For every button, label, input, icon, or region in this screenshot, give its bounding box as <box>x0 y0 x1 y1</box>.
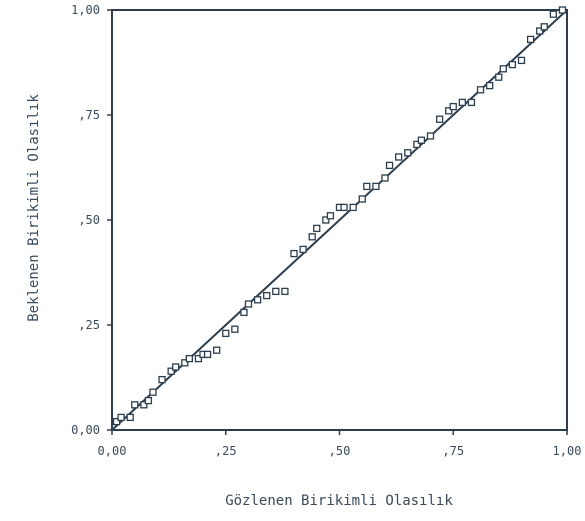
data-point <box>536 27 544 35</box>
data-point <box>517 56 526 65</box>
data-point <box>308 233 316 241</box>
data-point <box>290 249 298 258</box>
data-point <box>349 203 357 212</box>
x-tick-label: ,25 <box>215 444 237 458</box>
data-point <box>372 182 380 191</box>
data-point <box>526 35 535 44</box>
data-point <box>449 102 457 111</box>
data-point <box>222 329 230 338</box>
data-point <box>499 65 507 73</box>
reference-line <box>111 9 568 431</box>
data-point <box>185 354 194 363</box>
data-point <box>244 300 253 308</box>
data-point <box>194 354 203 363</box>
x-axis-ticks: 0,00 ,25 ,50 ,75 1,00 <box>98 430 582 458</box>
data-point <box>231 325 239 333</box>
y-tick-label: ,25 <box>78 318 100 332</box>
data-point <box>253 296 262 304</box>
x-tick-label: ,75 <box>442 444 464 458</box>
data-point <box>272 287 280 296</box>
data-point <box>326 212 335 220</box>
data-point <box>476 86 485 94</box>
y-tick-label: 0,00 <box>71 423 100 437</box>
data-point <box>172 363 180 371</box>
y-axis-label: Beklenen Birikimli Olasılık <box>26 94 42 322</box>
data-point <box>458 98 467 107</box>
x-axis-label: Gözlenen Birikimli Olasılık <box>225 493 453 509</box>
x-tick-label: ,50 <box>329 444 351 458</box>
data-point <box>281 287 289 296</box>
data-point <box>495 73 503 81</box>
data-point <box>394 153 403 161</box>
data-point <box>158 375 166 384</box>
data-point <box>385 161 394 170</box>
data-point <box>299 245 307 254</box>
data-point <box>467 98 476 107</box>
x-tick-label: 1,00 <box>553 444 582 458</box>
y-tick-label: 1,00 <box>71 3 100 17</box>
data-point <box>508 60 517 69</box>
data-point <box>240 308 248 317</box>
data-point <box>417 136 426 144</box>
y-tick-label: ,50 <box>78 213 100 227</box>
data-point <box>126 413 134 422</box>
data-point <box>363 182 371 191</box>
data-point <box>435 115 444 123</box>
data-point <box>558 6 567 14</box>
data-point <box>117 413 125 422</box>
data-point <box>358 195 366 203</box>
data-point <box>540 23 548 31</box>
data-point <box>322 216 330 224</box>
x-tick-label: 0,00 <box>98 444 127 458</box>
data-point <box>149 388 157 396</box>
data-point <box>144 396 153 405</box>
data-point <box>549 10 557 18</box>
y-axis-ticks: 0,00 ,25 ,50 ,75 1,00 <box>71 3 112 437</box>
data-point <box>140 401 148 409</box>
data-point <box>404 149 412 157</box>
data-point <box>340 203 348 212</box>
data-point <box>167 367 175 375</box>
data-point <box>313 224 321 233</box>
data-point <box>203 350 212 359</box>
data-point <box>381 174 389 182</box>
data-points <box>112 6 567 426</box>
data-point <box>112 417 121 426</box>
data-point <box>212 346 221 354</box>
y-tick-label: ,75 <box>78 108 100 122</box>
data-point <box>263 291 271 300</box>
data-point <box>426 132 435 140</box>
data-point <box>485 81 494 90</box>
data-point <box>445 107 453 115</box>
data-point <box>181 359 189 367</box>
data-point <box>131 401 139 409</box>
data-point <box>413 140 421 149</box>
